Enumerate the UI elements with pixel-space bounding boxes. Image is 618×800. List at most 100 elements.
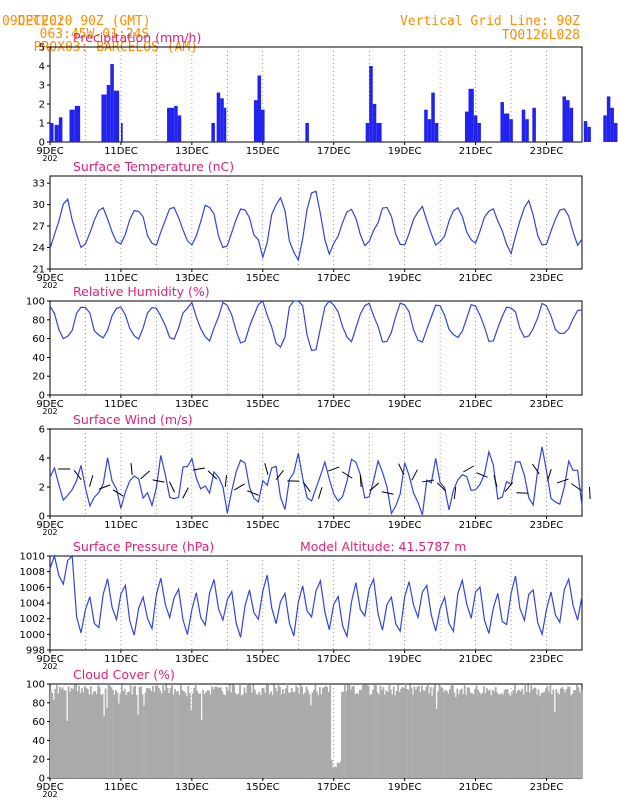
cloud-bar [500, 693, 503, 778]
cloud-bar [129, 685, 132, 778]
cloud-bar [180, 684, 182, 778]
cloud-bar [225, 686, 228, 778]
cloud-bar [321, 687, 324, 778]
cloud-bar [134, 685, 137, 778]
cloud-bar [302, 694, 305, 778]
y-tick-label: 2 [39, 100, 45, 111]
cloud-bar [386, 691, 389, 778]
cloud-bar [75, 684, 77, 778]
precip-bar [503, 113, 510, 142]
cloud-bar [409, 684, 411, 778]
plot-frame [49, 175, 583, 270]
cloud-bar [116, 692, 119, 778]
cloud-bar [508, 693, 510, 778]
x-tick-label: 9DEC [36, 273, 63, 284]
y-tick-label: 80 [32, 315, 45, 326]
cloud-bar [203, 694, 206, 778]
cloud-bar [352, 685, 355, 778]
cloud-bar [83, 686, 86, 778]
precip-bar [305, 123, 309, 142]
precip-bar [58, 117, 63, 142]
cloud-bar [264, 692, 267, 778]
cloud-bar [274, 687, 277, 778]
cloud-bar [298, 693, 301, 778]
panel-subtitle: Model Altitude: 41.5787 m [300, 539, 466, 554]
cloud-bar [426, 685, 429, 778]
y-tick-label: 0 [39, 138, 45, 149]
cloud-bar [292, 691, 295, 778]
wind-arrow [152, 479, 165, 483]
cloud-bar [344, 684, 346, 778]
cloud-bar [361, 684, 364, 778]
precip-bar [50, 123, 54, 142]
cloud-bar [311, 692, 314, 778]
cloud-bar [485, 688, 488, 778]
cloud-bar [100, 694, 103, 778]
wind-arrow [359, 474, 362, 488]
x-tick-label: 19DEC [388, 520, 422, 531]
wind-arrow [398, 463, 405, 475]
cloud-bar [255, 693, 258, 778]
cloud-bar [144, 692, 147, 778]
precip-bar [500, 102, 504, 142]
wind-arrow [275, 469, 284, 481]
cloud-bar [477, 689, 479, 778]
cloud-bar [555, 689, 558, 778]
cloud-bar [463, 685, 466, 778]
cloud-bar [268, 694, 271, 778]
cloud-bar [388, 685, 391, 778]
cloud-bar [559, 688, 562, 778]
precip-bar [106, 85, 111, 142]
cloud-bar [383, 694, 386, 778]
precip-bar [613, 123, 618, 142]
y-tick-label: 20 [32, 372, 45, 383]
cloud-bar [282, 689, 284, 778]
cloud-bar [542, 692, 544, 778]
cloud-bar [546, 685, 549, 778]
wind-arrow [463, 465, 474, 473]
cloud-bar [482, 686, 485, 778]
precip-bar [216, 92, 221, 142]
x-tick-label: 11DEC [104, 399, 138, 410]
cloud-bar [153, 691, 156, 778]
cloud-bar [348, 685, 351, 778]
cloud-bar [364, 684, 367, 778]
wind-arrow [547, 469, 552, 481]
cloud-bar [98, 687, 101, 778]
cloud-bar [539, 696, 541, 778]
cloud-bar [212, 689, 215, 778]
cloud-bar [82, 692, 85, 778]
cloud-bar [277, 684, 280, 778]
cloud-bar [552, 689, 555, 778]
cloud-bar [295, 685, 298, 778]
cloud-bar [527, 684, 530, 778]
wind-arrow [224, 474, 228, 488]
cloud-bar [92, 691, 95, 778]
cloud-bar [208, 690, 210, 778]
header-grid-line: Vertical Grid Line: 90Z [399, 14, 580, 29]
header-model: TQ0126L028 [501, 28, 580, 43]
cloud-bar [95, 694, 98, 778]
cloud-bar [534, 687, 537, 778]
cloud-bar [562, 689, 565, 778]
precip-bar [120, 123, 123, 142]
wind-arrow [140, 470, 150, 480]
precip-bar [223, 107, 227, 142]
cloud-bar [191, 693, 194, 778]
cloud-bar [318, 687, 321, 778]
wind-arrow [588, 486, 591, 500]
wind-arrow [504, 482, 514, 492]
cloud-bar [360, 689, 363, 778]
cloud-bar [580, 689, 583, 778]
cloud-bar [119, 693, 122, 778]
x-tick-label: 23DEC [530, 399, 564, 410]
cloud-bar [417, 685, 420, 778]
wind-arrow [192, 467, 205, 471]
plot-frame [49, 300, 583, 396]
cloud-bar [576, 684, 578, 778]
cloud-bar [181, 690, 184, 778]
cloud-bar [548, 691, 550, 778]
cloud-bar [81, 688, 83, 778]
y-tick-label: 4 [39, 454, 45, 465]
cloud-bar [187, 686, 190, 778]
